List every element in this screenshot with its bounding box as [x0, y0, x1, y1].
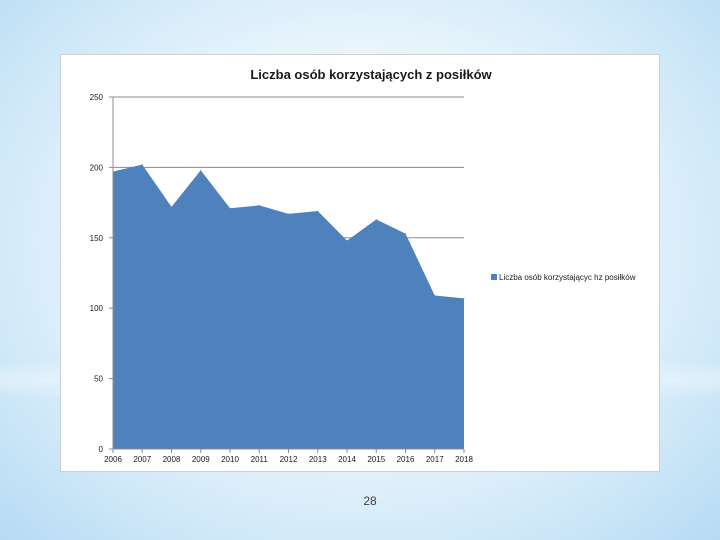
x-tick-label: 2008 [163, 455, 181, 464]
y-tick-labels: 0 50 100 150 200 250 [90, 93, 104, 454]
legend-label: Liczba osób korzystającyc hz posiłków [499, 273, 636, 282]
x-tick-label: 2007 [133, 455, 151, 464]
x-tick-label: 2016 [397, 455, 415, 464]
data-point-2011 [258, 204, 260, 206]
x-tick-label: 2012 [280, 455, 298, 464]
y-tick-label: 200 [90, 163, 104, 172]
page-number: 28 [363, 494, 377, 508]
area-chart: Liczba osób korzystających z posiłków 0 5… [90, 67, 636, 464]
x-tick-label: 2010 [221, 455, 239, 464]
x-tick-label: 2014 [338, 455, 356, 464]
data-point-2014 [346, 240, 348, 242]
y-tick-label: 0 [99, 445, 104, 454]
x-tick-label: 2013 [309, 455, 327, 464]
x-tick-label: 2006 [104, 455, 122, 464]
data-point-2008 [171, 206, 172, 208]
y-tick-label: 50 [94, 375, 103, 384]
data-point-2018 [463, 297, 465, 299]
legend: Liczba osób korzystającyc hz posiłków [491, 273, 636, 282]
data-point-2010 [229, 207, 231, 209]
x-tick-label: 2011 [251, 455, 269, 464]
chart-frame: Liczba osób korzystających z posiłków 0 5… [60, 54, 660, 472]
chart-title: Liczba osób korzystających z posiłków [250, 67, 492, 82]
data-point-2007 [141, 164, 143, 166]
data-point-2012 [288, 213, 289, 215]
data-point-2015 [375, 218, 377, 220]
data-point-2017 [434, 295, 436, 297]
series-area [112, 164, 465, 450]
data-point-2009 [200, 169, 202, 171]
x-tick-label: 2009 [192, 455, 210, 464]
y-tick-label: 100 [90, 304, 104, 313]
x-tick-label: 2017 [426, 455, 444, 464]
series-area-fill [113, 164, 464, 450]
x-tick-label: 2015 [367, 455, 385, 464]
data-point-2013 [317, 210, 319, 212]
x-tick-label: 2018 [455, 455, 473, 464]
y-tick-label: 250 [90, 93, 104, 102]
y-tick-label: 150 [90, 234, 104, 243]
axes [109, 96, 465, 453]
legend-swatch [491, 274, 497, 280]
x-tick-labels: 2006 2007 2008 2009 2010 2011 2012 2013 2014 2015… [104, 455, 473, 464]
data-point-2016 [405, 233, 406, 235]
